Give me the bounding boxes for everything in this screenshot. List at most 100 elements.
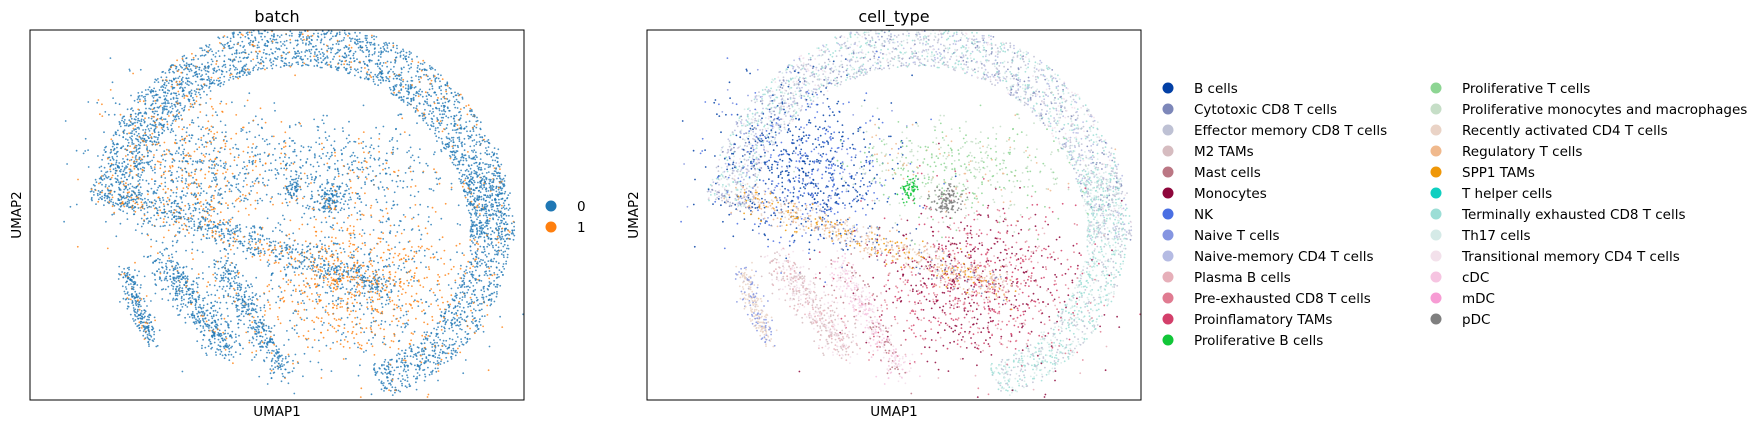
- data-point: [437, 364, 440, 366]
- data-point: [326, 28, 328, 30]
- data-point: [443, 312, 446, 315]
- data-point: [104, 185, 107, 188]
- data-point: [305, 63, 307, 66]
- data-point: [178, 93, 180, 96]
- data-point: [336, 33, 338, 35]
- data-point: [133, 133, 136, 136]
- data-point: [160, 127, 163, 129]
- data-point: [418, 102, 421, 105]
- data-point: [400, 365, 402, 368]
- data-point: [204, 67, 207, 69]
- data-point: [464, 331, 467, 333]
- data-point: [353, 267, 355, 270]
- data-point: [233, 177, 236, 180]
- data-point: [460, 264, 462, 267]
- data-point: [224, 124, 227, 126]
- data-point: [402, 54, 405, 56]
- data-point: [275, 64, 278, 67]
- data-point: [160, 161, 162, 164]
- data-point: [469, 110, 471, 113]
- data-point: [174, 120, 177, 122]
- data-point: [145, 144, 148, 147]
- data-point: [466, 291, 469, 294]
- data-point: [414, 86, 417, 88]
- data-point: [113, 147, 116, 150]
- data-point: [222, 172, 224, 175]
- data-point: [152, 96, 155, 99]
- data-point: [486, 194, 489, 197]
- data-point: [243, 165, 246, 168]
- data-point: [337, 62, 340, 65]
- data-point: [463, 281, 466, 284]
- data-point: [199, 55, 202, 57]
- data-point: [327, 280, 330, 283]
- data-point: [411, 58, 413, 61]
- data-point: [495, 210, 498, 213]
- data-point: [406, 374, 408, 377]
- data-point: [176, 84, 179, 86]
- data-point: [311, 319, 314, 322]
- data-point: [485, 255, 488, 258]
- data-point: [106, 187, 109, 190]
- data-point: [422, 349, 425, 352]
- data-point: [264, 121, 267, 124]
- data-point: [200, 75, 202, 78]
- data-point: [196, 76, 199, 78]
- data-point: [199, 158, 201, 161]
- data-point: [127, 141, 130, 144]
- data-point: [458, 345, 461, 347]
- data-point: [473, 198, 475, 201]
- data-point: [339, 297, 341, 300]
- data-point: [428, 373, 431, 376]
- data-point: [238, 72, 241, 75]
- data-point: [266, 31, 269, 34]
- data-point: [473, 162, 476, 165]
- data-point: [491, 181, 493, 184]
- data-point: [208, 85, 211, 88]
- data-point: [225, 140, 228, 143]
- data-point: [337, 175, 340, 178]
- data-point: [127, 163, 129, 166]
- data-point: [161, 119, 164, 121]
- data-point: [224, 184, 227, 187]
- data-point: [183, 54, 186, 57]
- data-point: [313, 118, 315, 121]
- data-point: [140, 138, 143, 140]
- data-point: [348, 240, 351, 243]
- data-point: [488, 210, 491, 212]
- data-point: [510, 222, 513, 225]
- data-point: [380, 388, 383, 391]
- data-point: [339, 49, 342, 51]
- data-point: [242, 74, 244, 76]
- data-point: [188, 92, 191, 95]
- data-point: [223, 317, 226, 320]
- data-point: [491, 151, 494, 154]
- data-point: [248, 341, 251, 344]
- data-point: [447, 107, 449, 110]
- data-point: [153, 166, 156, 169]
- data-point: [216, 169, 219, 172]
- data-point: [446, 123, 449, 126]
- data-point: [244, 65, 247, 67]
- data-point: [138, 120, 141, 122]
- data-point: [305, 42, 307, 45]
- data-point: [207, 120, 210, 123]
- data-point: [453, 342, 456, 345]
- data-point: [303, 352, 306, 355]
- data-point: [376, 74, 379, 77]
- data-point: [206, 218, 209, 220]
- data-point: [481, 205, 484, 208]
- data-point: [469, 296, 472, 299]
- data-point: [267, 265, 270, 267]
- data-point: [394, 386, 397, 389]
- data-point: [348, 61, 351, 63]
- data-point: [463, 127, 465, 130]
- data-point: [471, 300, 473, 303]
- data-point: [137, 147, 140, 150]
- data-point: [163, 236, 165, 239]
- data-point: [414, 204, 417, 206]
- data-point: [355, 43, 358, 46]
- data-point: [105, 171, 107, 174]
- data-point: [334, 26, 336, 28]
- data-point: [326, 312, 329, 314]
